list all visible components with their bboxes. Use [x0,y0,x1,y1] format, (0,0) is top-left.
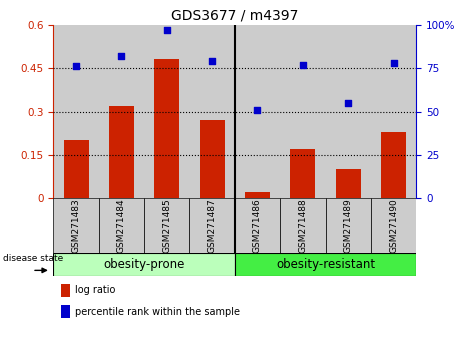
Text: GSM271486: GSM271486 [253,198,262,253]
Bar [61,284,70,297]
Bar [99,25,144,198]
Text: percentile rank within the sample: percentile rank within the sample [75,307,240,316]
Bar [64,141,89,198]
Bar [53,198,99,253]
Title: GDS3677 / m4397: GDS3677 / m4397 [171,8,299,22]
Bar [336,169,361,198]
Point [163,27,171,33]
Bar [61,305,70,318]
Bar [53,25,99,198]
Bar [235,253,416,276]
Text: GSM271489: GSM271489 [344,198,352,253]
Point [118,53,125,59]
Point [208,58,216,64]
Bar [154,59,179,198]
Bar [371,198,416,253]
Bar [53,253,235,276]
Bar [235,198,280,253]
Point [254,107,261,113]
Text: GSM271484: GSM271484 [117,198,126,253]
Bar [371,25,416,198]
Bar [280,25,326,198]
Bar [144,198,190,253]
Bar [99,198,144,253]
Text: obesity-resistant: obesity-resistant [276,258,375,271]
Bar [381,132,406,198]
Bar [144,25,189,198]
Bar [245,193,270,198]
Bar [109,106,134,198]
Bar [326,198,371,253]
Bar [189,198,235,253]
Text: GSM271488: GSM271488 [299,198,307,253]
Text: GSM271485: GSM271485 [162,198,171,253]
Point [299,62,306,68]
Text: log ratio: log ratio [75,285,116,295]
Point [73,64,80,69]
Bar [326,25,371,198]
Point [390,60,397,66]
Bar [199,120,225,198]
Text: GSM271490: GSM271490 [389,198,398,253]
Point [345,100,352,105]
Text: disease state: disease state [3,255,63,263]
Text: GSM271487: GSM271487 [208,198,217,253]
Bar [189,25,235,198]
Text: GSM271483: GSM271483 [72,198,80,253]
Bar [280,198,326,253]
Text: obesity-prone: obesity-prone [104,258,185,271]
Bar [235,25,280,198]
Bar [290,149,315,198]
